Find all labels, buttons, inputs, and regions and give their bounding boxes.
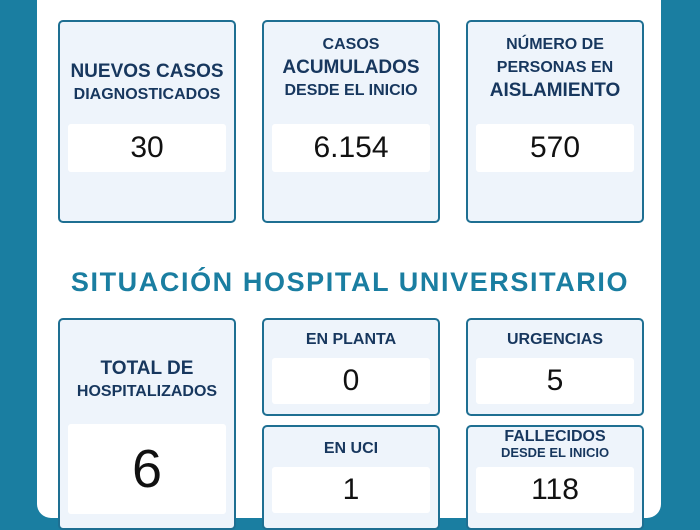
- card-label-line: DESDE EL INICIO: [284, 82, 418, 99]
- card-urgencias: URGENCIAS 5: [466, 318, 644, 416]
- value-total-hospitalizados: 6: [68, 424, 226, 514]
- card-en-uci: EN UCI 1: [262, 425, 440, 530]
- card-total-hospitalizados: TOTAL DE HOSPITALIZADOS 6: [58, 318, 236, 530]
- card-en-planta: EN PLANTA 0: [262, 318, 440, 416]
- card-sublabel-line: DESDE EL INICIO: [500, 445, 610, 460]
- card-label-line: PERSONAS EN: [496, 59, 614, 76]
- value-fallecidos: 118: [476, 467, 634, 513]
- value-aislamiento: 570: [476, 124, 634, 172]
- card-label-line: DIAGNOSTICADOS: [73, 86, 221, 103]
- card-aislamiento: NÚMERO DE PERSONAS EN AISLAMIENTO 570: [466, 20, 644, 223]
- card-label-line: HOSPITALIZADOS: [76, 383, 218, 400]
- value-nuevos-casos: 30: [68, 124, 226, 172]
- card-label: EN UCI: [323, 440, 379, 457]
- card-label-line: FALLECIDOS: [504, 428, 606, 445]
- card-label: URGENCIAS: [506, 331, 603, 348]
- card-casos-acumulados: CASOS ACUMULADOS DESDE EL INICIO 6.154: [262, 20, 440, 223]
- card-label: EN PLANTA: [305, 331, 397, 348]
- section-title: SITUACIÓN HOSPITAL UNIVERSITARIO: [70, 267, 630, 297]
- card-label: CASOS ACUMULADOS DESDE EL INICIO: [264, 33, 438, 102]
- card-label: NÚMERO DE PERSONAS EN AISLAMIENTO: [468, 33, 642, 102]
- card-label-line: NÚMERO DE: [506, 36, 604, 53]
- card-label: FALLECIDOS DESDE EL INICIO: [468, 429, 642, 461]
- value-en-planta: 0: [272, 358, 430, 404]
- card-fallecidos: FALLECIDOS DESDE EL INICIO 118: [466, 425, 644, 530]
- card-label: NUEVOS CASOS DIAGNOSTICADOS: [60, 60, 234, 106]
- card-label-line: AISLAMIENTO: [489, 80, 621, 101]
- card-label-line: ACUMULADOS: [282, 57, 420, 78]
- value-casos-acumulados: 6.154: [272, 124, 430, 172]
- value-urgencias: 5: [476, 358, 634, 404]
- card-label: TOTAL DE HOSPITALIZADOS: [60, 357, 234, 403]
- card-nuevos-casos: NUEVOS CASOS DIAGNOSTICADOS 30: [58, 20, 236, 223]
- value-en-uci: 1: [272, 467, 430, 513]
- card-label-line: CASOS: [322, 36, 380, 53]
- card-label-line: NUEVOS CASOS: [70, 61, 224, 82]
- card-label-line: TOTAL DE: [100, 358, 194, 379]
